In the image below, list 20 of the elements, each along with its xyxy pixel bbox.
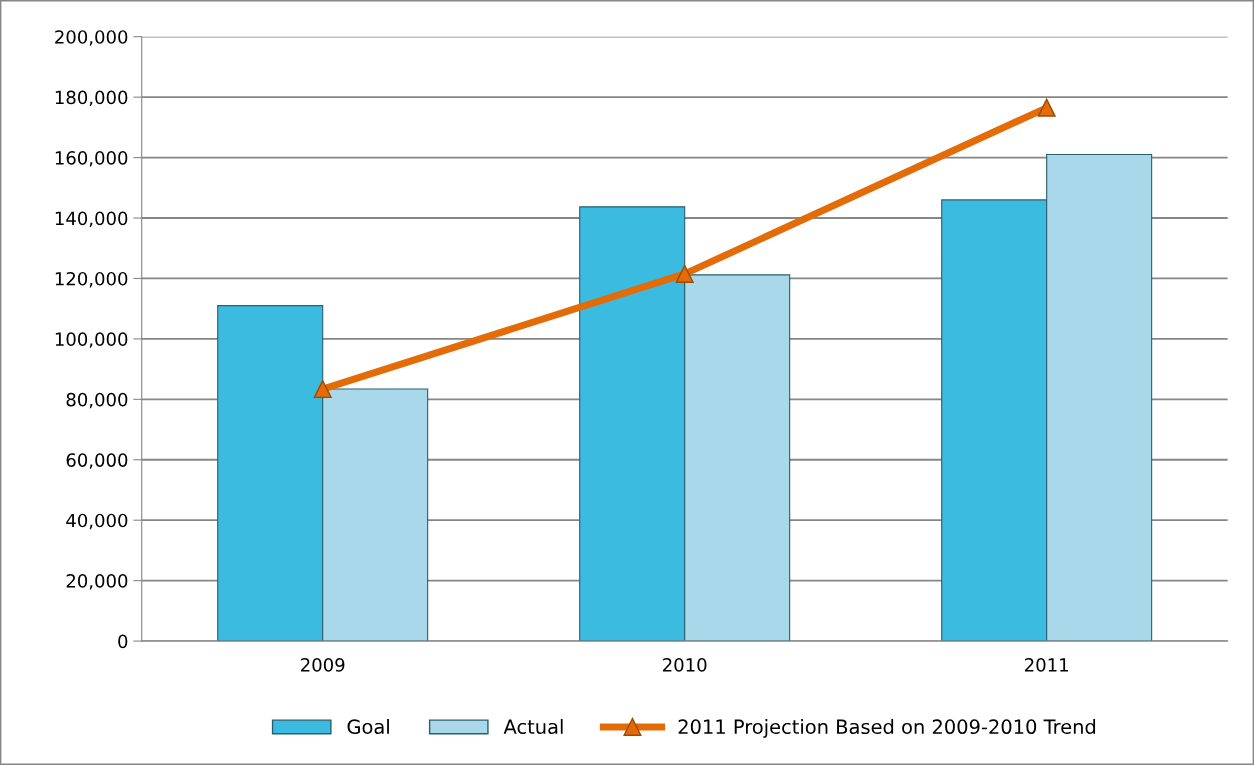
x-tick-label: 2010 [663,658,707,672]
x-tick-label: 2009 [301,658,345,672]
y-tick-label: 200,000 [55,30,128,46]
y-tick-label: 0 [118,634,128,649]
y-tick-label: 60,000 [66,453,128,469]
legend-label: 2011 Projection Based on 2009-2010 Trend [678,719,1096,738]
point [313,380,332,399]
legend-label: Actual [503,719,563,735]
y-tick-label: 140,000 [55,211,128,227]
y-tick-label: 80,000 [66,392,128,409]
y-tick-label: 20,000 [66,574,128,590]
x-tick-label: 2011 [1025,658,1068,672]
point [675,264,694,283]
y-tick-label: 40,000 [66,513,128,530]
y-tick-label: 180,000 [55,90,128,107]
point [1037,98,1056,117]
y-tick-label: 160,000 [55,151,128,167]
legend-label: Goal [347,719,389,735]
y-tick-label: 120,000 [55,271,128,288]
y-tick-label: 100,000 [55,332,128,348]
